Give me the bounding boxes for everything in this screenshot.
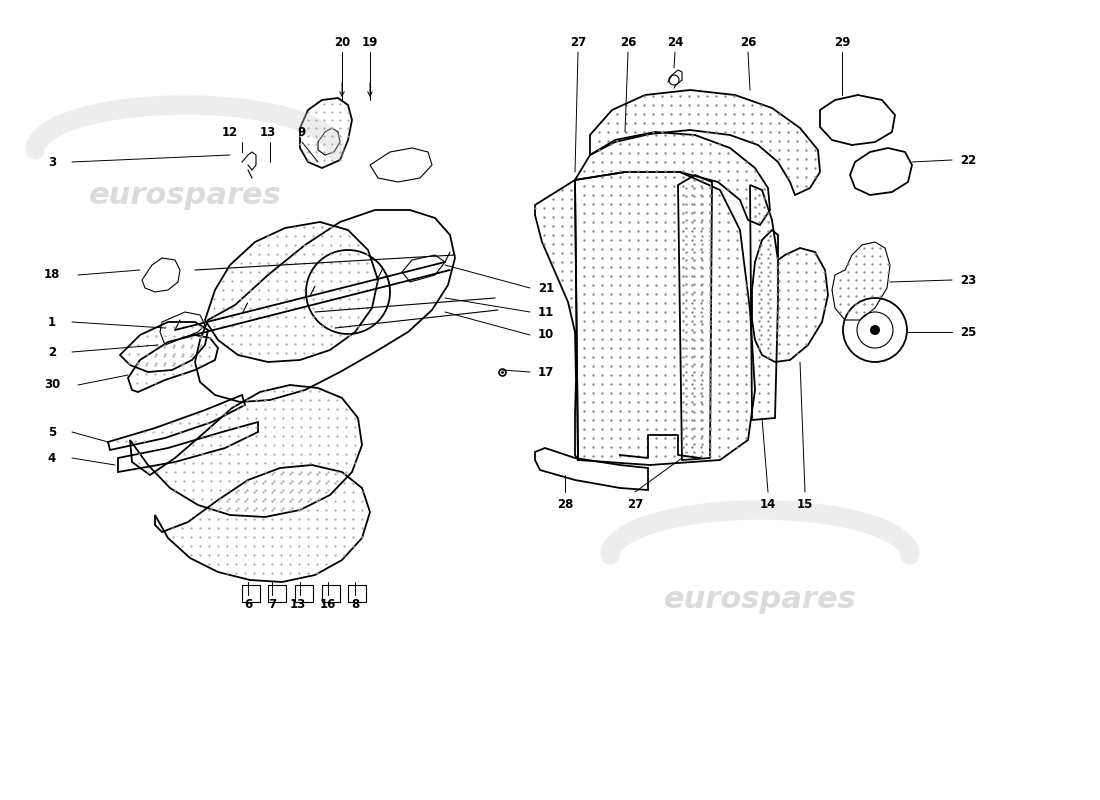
Text: 27: 27	[570, 35, 586, 49]
Text: 17: 17	[538, 366, 554, 378]
Text: 8: 8	[351, 598, 359, 611]
Text: 25: 25	[960, 326, 977, 338]
Text: 11: 11	[538, 306, 554, 318]
Text: 26: 26	[619, 35, 636, 49]
Text: 12: 12	[222, 126, 238, 138]
Text: 1: 1	[48, 315, 56, 329]
Text: 13: 13	[290, 598, 306, 611]
Text: 19: 19	[362, 35, 378, 49]
Text: 13: 13	[260, 126, 276, 138]
Text: 2: 2	[48, 346, 56, 358]
Text: 26: 26	[740, 35, 756, 49]
Text: 23: 23	[960, 274, 977, 286]
Text: 15: 15	[796, 498, 813, 511]
Text: 22: 22	[960, 154, 977, 166]
Circle shape	[870, 325, 880, 335]
Text: 5: 5	[48, 426, 56, 438]
Text: 24: 24	[667, 35, 683, 49]
Text: 21: 21	[538, 282, 554, 294]
Text: 9: 9	[298, 126, 306, 138]
Text: 27: 27	[627, 498, 644, 511]
Text: 28: 28	[557, 498, 573, 511]
Text: eurospares: eurospares	[663, 586, 857, 614]
Text: 3: 3	[48, 155, 56, 169]
Text: 7: 7	[268, 598, 276, 611]
Text: 10: 10	[538, 329, 554, 342]
Text: 14: 14	[760, 498, 777, 511]
Text: 29: 29	[834, 35, 850, 49]
Text: 18: 18	[44, 269, 60, 282]
Text: 6: 6	[244, 598, 252, 611]
Text: 16: 16	[320, 598, 337, 611]
Text: eurospares: eurospares	[89, 181, 282, 210]
Text: 4: 4	[48, 451, 56, 465]
Text: 20: 20	[334, 35, 350, 49]
Text: 30: 30	[44, 378, 60, 391]
